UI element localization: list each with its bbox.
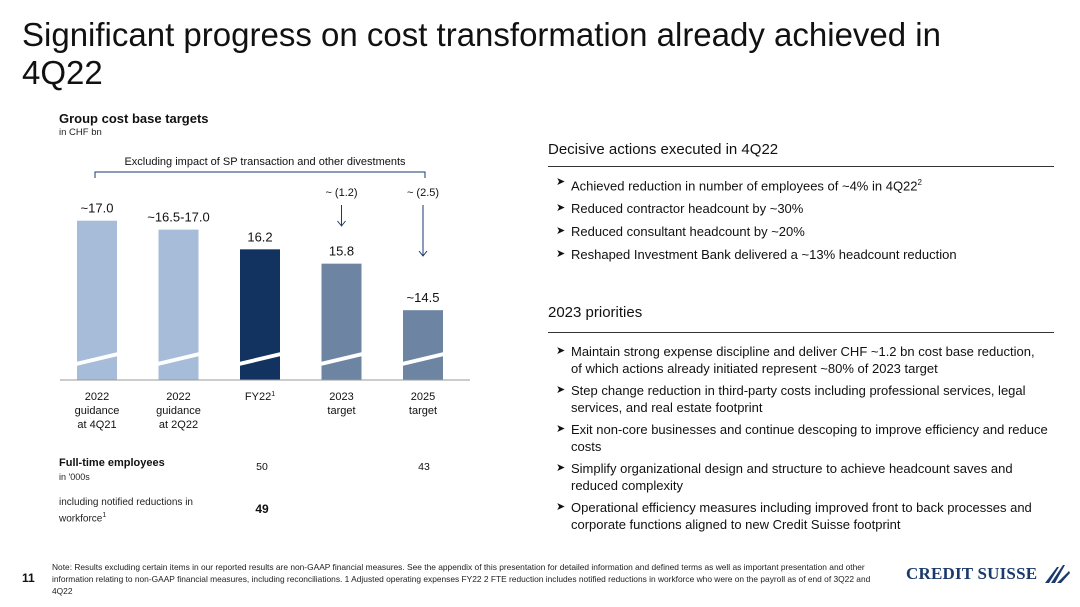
page-number: 11 bbox=[22, 571, 35, 585]
axis-break bbox=[157, 352, 200, 366]
tick-label: target bbox=[327, 405, 355, 417]
employees-unit: in '000s bbox=[59, 472, 90, 482]
bracket-label: Excluding impact of SP transaction and o… bbox=[124, 156, 406, 168]
tick-label: target bbox=[409, 405, 437, 417]
priorities-heading: 2023 priorities bbox=[548, 304, 643, 321]
data-label: 15.8 bbox=[329, 244, 354, 259]
list-item: ➤ Step change reduction in third-party co… bbox=[556, 383, 1026, 415]
cost-base-chart: ~17.0 2022 guidance at 4Q21 ~16.5-17.0 2022 gu… bbox=[60, 156, 470, 431]
chart-subtitle: in CHF bn bbox=[59, 127, 102, 138]
reduction-arrowhead bbox=[418, 250, 428, 257]
actions-list: ➤ Achieved reduction in number of employe… bbox=[556, 174, 1048, 263]
list-item: ➤ Reduced contractor headcount by ~30% bbox=[556, 201, 804, 217]
actions-heading: Decisive actions executed in 4Q22 bbox=[548, 141, 779, 158]
list-item: ➤ Reshaped Investment Bank delivered a ~1… bbox=[556, 247, 957, 263]
tick-label: FY221 bbox=[245, 391, 275, 403]
arrow-bullet-icon: ➤ bbox=[556, 202, 566, 215]
list-item: ➤ Operational efficiency measures includi… bbox=[556, 500, 1032, 532]
sails-icon bbox=[1045, 565, 1071, 583]
axis-break bbox=[76, 352, 118, 366]
arrow-bullet-icon: ➤ bbox=[556, 501, 566, 513]
credit-suisse-logo: CREDIT SUISSE bbox=[906, 563, 1071, 585]
actions-divider bbox=[548, 166, 1054, 167]
tick-label: at 4Q21 bbox=[77, 419, 116, 431]
logo-text: CREDIT SUISSE bbox=[906, 564, 1038, 583]
axis-break bbox=[402, 352, 444, 366]
data-label: ~17.0 bbox=[81, 201, 114, 216]
list-item: ➤ Exit non-core businesses and continue d… bbox=[556, 422, 1048, 454]
employees-label: Full-time employees bbox=[59, 457, 165, 469]
list-item: ➤ Reduced consultant headcount by ~20% bbox=[556, 224, 805, 240]
page-title: Significant progress on cost transformat… bbox=[22, 16, 941, 91]
reduction-label: ~ (2.5) bbox=[407, 187, 439, 199]
tick-label: 2022 bbox=[166, 391, 190, 403]
arrow-bullet-icon: ➤ bbox=[556, 345, 566, 357]
employees-notified-label: including notified reductions in workfor… bbox=[59, 497, 193, 525]
arrow-bullet-icon: ➤ bbox=[556, 248, 566, 261]
priorities-divider bbox=[548, 332, 1054, 333]
data-label: 16.2 bbox=[247, 229, 272, 244]
chart-title: Group cost base targets bbox=[59, 111, 209, 126]
arrow-bullet-icon: ➤ bbox=[556, 384, 566, 396]
employees-fy22-value: 50 bbox=[256, 461, 268, 473]
tick-label: 2022 bbox=[85, 391, 109, 403]
arrow-bullet-icon: ➤ bbox=[556, 423, 566, 435]
arrow-bullet-icon: ➤ bbox=[556, 176, 566, 188]
arrow-bullet-icon: ➤ bbox=[556, 225, 566, 238]
tick-label: 2025 bbox=[411, 391, 435, 403]
bar bbox=[403, 310, 443, 380]
list-item: ➤ Achieved reduction in number of employe… bbox=[556, 176, 922, 194]
tick-label: guidance bbox=[156, 405, 201, 417]
axis-break bbox=[320, 352, 363, 366]
reduction-label: ~ (1.2) bbox=[325, 187, 357, 199]
list-item: ➤ Maintain strong expense discipline and … bbox=[556, 344, 1035, 376]
list-item: ➤ Simplify organizational design and stru… bbox=[556, 461, 1013, 493]
arrow-bullet-icon: ➤ bbox=[556, 462, 566, 474]
data-label: ~16.5-17.0 bbox=[147, 210, 210, 225]
footnote: Note: Results excluding certain items in… bbox=[52, 562, 871, 596]
tick-label: guidance bbox=[75, 405, 120, 417]
employees-notified-fy22-value: 49 bbox=[255, 502, 269, 516]
reduction-arrowhead bbox=[337, 220, 346, 227]
tick-label: at 2Q22 bbox=[159, 419, 198, 431]
tick-label: 2023 bbox=[329, 391, 353, 403]
axis-break bbox=[239, 352, 281, 366]
bracket bbox=[94, 171, 426, 178]
data-label: ~14.5 bbox=[407, 290, 440, 305]
priorities-list: ➤ Maintain strong expense discipline and … bbox=[556, 343, 1048, 533]
employees-2025-value: 43 bbox=[418, 461, 430, 473]
bar bbox=[77, 220, 117, 380]
